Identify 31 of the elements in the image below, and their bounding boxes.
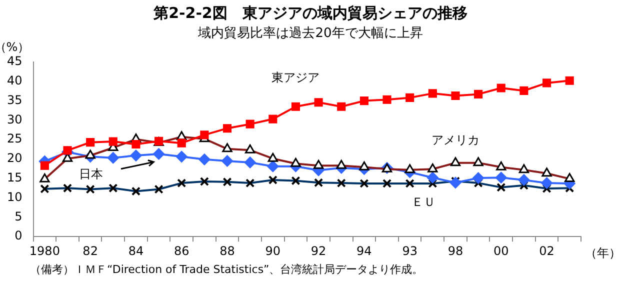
y-tick-label: 15: [6, 170, 22, 185]
x-tick-label: 1980: [29, 244, 60, 258]
x-tick-label: 00: [493, 244, 509, 258]
y-tick-label: 40: [6, 74, 22, 88]
x-tick-label: 90: [265, 244, 281, 258]
y-tick-label: 25: [6, 132, 22, 146]
series-label: 日本: [79, 166, 104, 181]
x-tick-label: 98: [448, 244, 464, 258]
x-tick-label: 93: [402, 244, 418, 258]
chart-subtitle: 域内貿易比率は過去20年で大幅に上昇: [197, 25, 424, 41]
x-tick-label: 84: [128, 244, 144, 258]
x-tick-label: 02: [539, 244, 554, 258]
series-label: 東アジア: [272, 70, 320, 85]
x-tick-label: 88: [220, 244, 235, 258]
chart-title: 第2-2-2図 東アジアの域内貿易シェアの推移: [152, 3, 468, 24]
series-label: アメリカ: [431, 133, 480, 148]
series-label: ＥＵ: [411, 195, 436, 210]
x-axis-title: （年）: [585, 246, 621, 260]
y-tick-label: 35: [6, 92, 22, 107]
x-tick-label: 86: [174, 244, 190, 258]
x-tick-label: 94: [356, 244, 372, 258]
y-tick-label: 20: [6, 151, 22, 166]
x-tick-label: 92: [310, 244, 326, 258]
y-tick-label: 0: [14, 228, 22, 243]
y-tick-label: 10: [6, 190, 22, 204]
y-axis-title: （%）: [0, 40, 30, 54]
text: （備考）ＩＭＦ“Direction of Trade Statistics”、台湾統計局データより作成。: [29, 262, 424, 277]
y-tick-label: 5: [14, 209, 22, 224]
x-tick-label: 82: [82, 244, 98, 258]
y-tick-label: 45: [6, 54, 22, 68]
y-tick-label: 30: [6, 112, 22, 126]
